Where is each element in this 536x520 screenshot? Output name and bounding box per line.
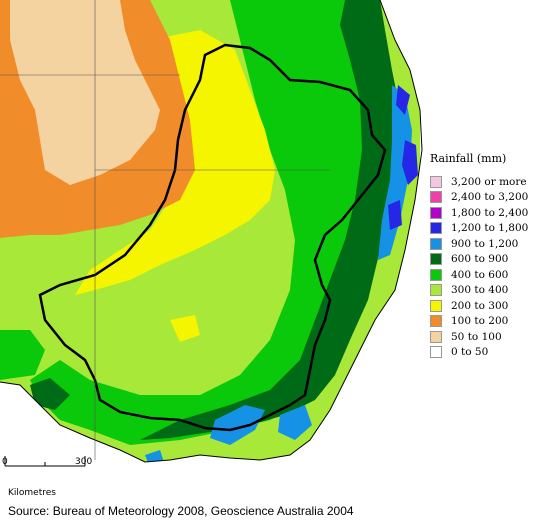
map-region-900-1200-south [278, 405, 312, 440]
map-region-600-900-southwest [30, 378, 70, 410]
legend-swatch [430, 206, 442, 219]
map-region-1200-1800-north [396, 85, 410, 115]
legend-label: 2,400 to 3,200 [451, 191, 529, 204]
legend-swatch [430, 191, 442, 204]
legend-label: 1,800 to 2,400 [451, 206, 529, 219]
legend-title: Rainfall (mm) [430, 152, 507, 165]
legend-item: 50 to 100 [430, 329, 536, 345]
legend-label: 1,200 to 1,800 [451, 222, 529, 235]
source-note: Source: Bureau of Meteorology 2008, Geos… [8, 504, 354, 518]
map-region-1200-1800-coast [402, 140, 418, 185]
scale-start-label: 0 [2, 457, 8, 467]
map-region-900-1200-coast [378, 85, 412, 260]
legend-item: 100 to 200 [430, 314, 536, 330]
legend-label: 50 to 100 [451, 330, 502, 343]
legend-item: 900 to 1,200 [430, 236, 536, 252]
legend-swatch [430, 330, 442, 343]
legend-label: 200 to 300 [451, 299, 509, 312]
legend-item: 2,400 to 3,200 [430, 190, 536, 206]
scale-bar: 0 300 Kilometres [0, 454, 110, 504]
map-region-200-300-patch [170, 315, 200, 342]
map-region-1200-1800-mid [388, 200, 402, 230]
map-region-400-600-west [0, 330, 45, 380]
legend-item: 1,800 to 2,400 [430, 205, 536, 221]
map-region-600-900 [140, 0, 400, 440]
legend-item: 300 to 400 [430, 283, 536, 299]
map-region-900-1200-alps [210, 405, 265, 445]
legend-swatch [430, 175, 442, 188]
legend-label: 3,200 or more [451, 175, 527, 188]
scale-bar-line [4, 456, 86, 467]
map-region-50-100 [10, 0, 160, 185]
state-border [38, 43, 387, 432]
legend-item: 1,200 to 1,800 [430, 221, 536, 237]
map-region-200-300 [75, 30, 275, 295]
legend-swatch [430, 268, 442, 281]
legend-item: 600 to 900 [430, 252, 536, 268]
legend-swatch [430, 237, 442, 250]
coastline [0, 0, 423, 463]
legend-label: 0 to 50 [451, 346, 489, 359]
legend-label: 100 to 200 [451, 315, 509, 328]
legend-swatch [430, 299, 442, 312]
legend-swatch [430, 346, 442, 359]
legend-item: 400 to 600 [430, 267, 536, 283]
legend-label: 400 to 600 [451, 268, 509, 281]
scale-unit-label: Kilometres [8, 488, 56, 498]
legend-item: 3,200 or more [430, 174, 536, 190]
legend-item: 0 to 50 [430, 345, 536, 361]
legend-swatch [430, 222, 442, 235]
legend-items: 3,200 or more 2,400 to 3,200 1,800 to 2,40… [430, 174, 536, 360]
scale-end-label: 300 [75, 457, 93, 467]
legend-label: 900 to 1,200 [451, 237, 519, 250]
legend-swatch [430, 284, 442, 297]
legend-swatch [430, 315, 442, 328]
legend-label: 600 to 900 [451, 253, 509, 266]
map-region-400-600 [30, 0, 400, 445]
legend-label: 300 to 400 [451, 284, 509, 297]
legend-swatch [430, 253, 442, 266]
legend-item: 200 to 300 [430, 298, 536, 314]
legend: Rainfall (mm) 3,200 or more 2,400 to 3,20… [430, 152, 536, 360]
